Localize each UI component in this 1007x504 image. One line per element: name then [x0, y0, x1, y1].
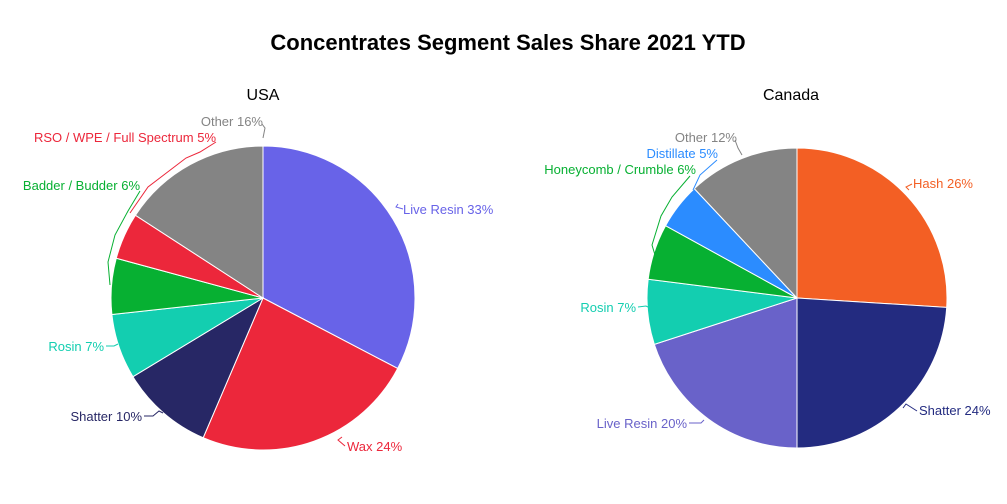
canada-label-honeycomb-crumble: Honeycomb / Crumble 6% [544, 162, 696, 177]
usa-slice-shatter [132, 296, 265, 439]
canada-slice-other [693, 147, 798, 300]
usa-leader-line-rosin [106, 343, 119, 347]
canada-leader-line-rosin [637, 305, 651, 309]
canada-pie-chart: Canada Hash 26% Shatter 24% Live Resin 20%… [544, 87, 991, 449]
chart-title: Concentrates Segment Sales Share 2021 YT… [270, 30, 745, 55]
canada-label-other: Other 12% [675, 130, 738, 145]
usa-label-rosin: Rosin 7% [48, 339, 104, 354]
canada-slice-shatter [796, 297, 948, 449]
canada-label-distillate: Distillate 5% [646, 146, 718, 161]
canada-pie-title: Canada [763, 87, 819, 104]
usa-label-other: Other 16% [201, 114, 264, 129]
canada-leader-line-shatter [902, 403, 918, 412]
usa-pie-chart: USA Live Resin 33% Wax 24% Shatter 10% Rosi… [23, 87, 494, 454]
canada-label-shatter: Shatter 24% [919, 403, 991, 418]
usa-leader-line-wax [337, 436, 346, 447]
canada-slice-hash [796, 147, 948, 308]
canada-leader-line-live-resin [689, 419, 705, 424]
canada-label-hash: Hash 26% [913, 176, 973, 191]
usa-leader-line-shatter [144, 410, 164, 417]
canada-label-rosin: Rosin 7% [580, 300, 636, 315]
usa-label-rso-wpe-full-spectrum: RSO / WPE / Full Spectrum 5% [34, 130, 216, 145]
canada-label-live-resin: Live Resin 20% [597, 416, 688, 431]
usa-slice-other [134, 145, 264, 299]
usa-pie-title: USA [247, 87, 280, 104]
canada-leader-line-honeycomb-crumble [651, 175, 691, 256]
usa-label-badder-budder: Badder / Budder 6% [23, 178, 141, 193]
usa-leader-line-badder-budder [107, 190, 141, 286]
usa-leader-line-live-resin [395, 203, 404, 210]
usa-slice-live-resin [262, 145, 416, 370]
usa-label-shatter: Shatter 10% [70, 409, 142, 424]
usa-slice-wax [202, 297, 399, 451]
usa-leader-line-rso-wpe-full-spectrum [129, 141, 217, 214]
usa-label-live-resin: Live Resin 33% [403, 202, 494, 217]
canada-leader-line-distillate [692, 159, 718, 191]
canada-leader-line-other [734, 139, 743, 156]
usa-label-wax: Wax 24% [347, 439, 403, 454]
canada-slice-live-resin [653, 297, 798, 449]
canada-leader-line-hash [905, 183, 913, 191]
usa-leader-line-other [261, 123, 266, 139]
